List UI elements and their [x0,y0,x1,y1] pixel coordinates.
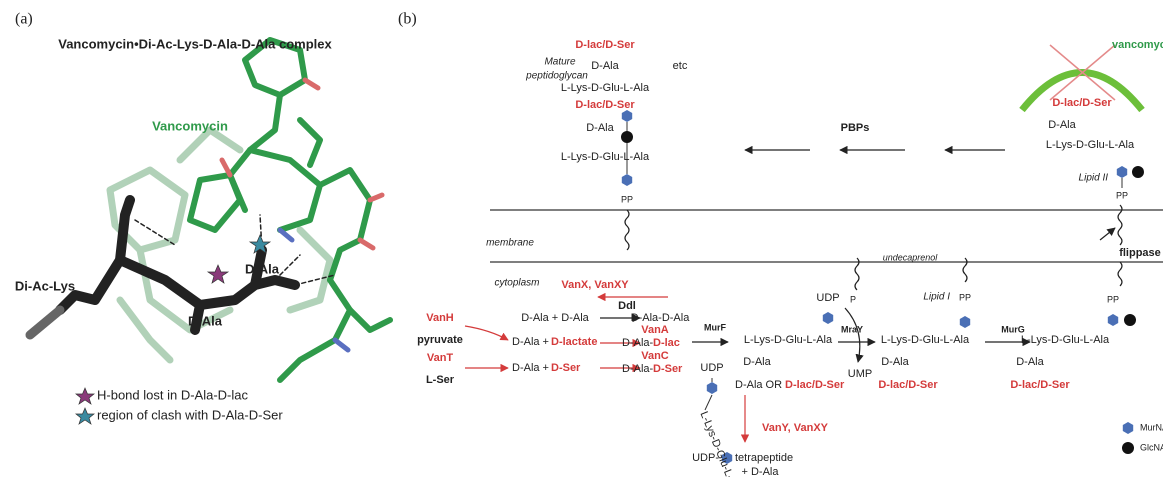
label: D-Ala [881,356,909,368]
label: UDP [816,292,839,304]
label: D-Ala- [622,337,654,349]
label: Vancomycin•Di-Ac-Lys-D-Ala-D-Ala complex [58,36,332,51]
label: Mature [544,57,576,68]
label: D-Ala + [512,362,549,374]
glcnac-icon [1132,166,1144,178]
label: VanA [641,324,669,336]
legend-star [76,408,94,424]
label: D-Ala [245,261,280,276]
label: D-Ala [188,313,223,328]
label: VanH [426,312,454,324]
label: PP [1116,190,1128,200]
label: D-lac/D-Ser [785,379,845,391]
label: VanC [641,350,669,362]
label: D-Ser [551,362,581,374]
label: etc [673,60,688,72]
label: D-Ala + D-Ala [521,312,589,324]
label: D-lactate [551,336,597,348]
label: L-Lys-D-Glu-L-Ala [1021,334,1110,346]
label: vancomycin [1112,39,1163,51]
label: L-Lys-D-Glu-L-Ala [744,334,833,346]
label: peptidoglycan [525,71,588,82]
label: + D-Ala [742,466,780,477]
label: D-Ala [1016,356,1044,368]
label: D-lac/D-Ser [1052,97,1112,109]
label: cytoplasm [494,278,539,289]
label: D-Ala [586,122,614,134]
label: D-Ala [743,356,771,368]
label: Di-Ac-Lys [15,278,75,293]
murnac-icon [622,174,632,186]
label: H-bond lost in D-Ala-D-lac [97,387,248,402]
label: D-Ser [653,363,683,375]
label: VanT [427,352,454,364]
label: MurG [1001,324,1025,334]
murnac-icon [1123,422,1133,434]
label: VanY, VanXY [762,422,829,434]
label: L-Lys-D-Glu-L-Ala [561,151,650,163]
label: Ddl [618,300,636,312]
label: D-lac/D-Ser [575,99,635,111]
legend-star [76,388,94,404]
murnac-icon [1117,166,1127,178]
molecule [30,40,390,380]
label: MraY [841,324,863,334]
label: Lipid II [1079,173,1109,184]
label: D-Ala [591,60,619,72]
label: P [850,294,856,304]
murnac-icon [960,316,970,328]
label: D-lac/D-Ser [878,379,938,391]
label: flippase [1119,247,1161,259]
label: D-lac/D-Ser [575,39,635,51]
label: GlcNAc [1140,442,1163,452]
label: D-lac/D-Ser [1010,379,1070,391]
glcnac-icon [1122,442,1134,454]
label: D-Ala- [622,363,654,375]
glcnac-icon [1124,314,1136,326]
label: UDP [700,362,723,374]
sugar-icons [621,110,1144,464]
murnac-icon [1108,314,1118,326]
label: L-Ser [426,374,455,386]
label: Vancomycin [152,118,228,133]
label: D-Ala [1048,119,1076,131]
label: D-Ala-D-Ala [631,312,691,324]
star-marker [208,265,228,283]
label: PP [959,292,971,302]
label: region of clash with D-Ala-D-Ser [97,407,283,422]
label: undecaprenol [883,252,939,262]
label: L-Lys-D-Glu-L-Ala [1046,139,1135,151]
label: VanX, VanXY [561,279,629,291]
label: D-lac [653,337,680,349]
label: (b) [398,11,417,28]
label: L-Lys-D-Glu-L-Ala [561,82,650,94]
label: UMP [848,368,872,380]
label: Lipid I [923,292,950,303]
label: (a) [15,11,33,28]
label: MurNAc [1140,422,1163,432]
murnac-icon [707,382,717,394]
label: L-Lys-D-Glu-L-Ala [881,334,970,346]
label: D-Ala + [512,336,549,348]
label: D-Ala OR [735,379,782,391]
label: membrane [486,238,534,249]
label: pyruvate [417,334,463,346]
label: tetrapeptide [735,452,793,464]
glcnac-icon [621,131,633,143]
label: PP [1107,294,1119,304]
murnac-icon [823,312,833,324]
label: L-Lys-D-Glu-L-Ala [698,410,743,477]
label: PBPs [841,122,870,134]
murnac-icon [622,110,632,122]
label: PP [621,194,633,204]
figure: (a) Vancomycin•Di-Ac-Lys-D-Ala-D-Ala comp… [0,0,1163,477]
label: MurF [704,322,726,332]
